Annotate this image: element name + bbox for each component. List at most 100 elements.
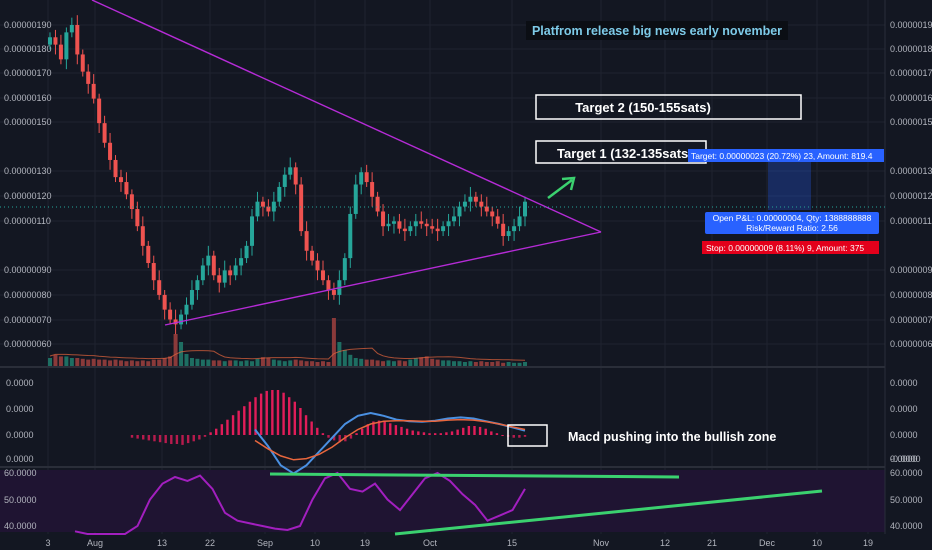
volume-bar — [102, 359, 107, 366]
volume-bar — [53, 354, 58, 366]
macd-hist-bar — [327, 435, 330, 438]
candle-body — [512, 226, 517, 232]
macd-hist-bar — [248, 401, 252, 435]
price-tick-label-left: 0.00000090 — [4, 265, 52, 275]
volume-bar — [381, 361, 386, 366]
candle-body — [326, 280, 331, 291]
price-tick-label-left: 0.00000060 — [4, 339, 52, 349]
macd-hist-bar — [288, 397, 291, 435]
macd-hist-bar — [243, 406, 246, 435]
macd-highlight-box[interactable] — [507, 424, 548, 447]
upper-trendline[interactable] — [91, 0, 602, 233]
candle-body — [239, 258, 244, 266]
signal-line — [254, 418, 526, 461]
volume-bar — [173, 334, 178, 366]
volume-bar — [310, 361, 315, 366]
price-tick-label: 0.00000190 — [890, 20, 932, 30]
target2-box[interactable] — [535, 94, 802, 120]
macd-hist-bar — [439, 433, 442, 435]
candle-body — [64, 32, 69, 60]
candle-body — [91, 83, 96, 99]
macd-hist-bar — [136, 435, 139, 439]
macd-note: Macd pushing into the bullish zone — [568, 430, 776, 444]
lower-trendline[interactable] — [164, 231, 602, 326]
rsi-resistance-line[interactable] — [269, 472, 680, 479]
volume-bar — [266, 358, 271, 366]
candle-body — [48, 37, 52, 45]
candle-body — [353, 184, 358, 214]
stop-label: Stop: 0.00000009 (8.11%) 9, Amount: 375 — [706, 243, 864, 253]
candle-body — [468, 196, 473, 202]
volume-bar — [468, 361, 473, 366]
macd-hist-bar — [422, 432, 426, 435]
rsi-support-line[interactable] — [394, 489, 823, 536]
headline-annotation[interactable]: Platfrom release big news early november — [532, 24, 782, 38]
volume-bar — [97, 359, 102, 366]
macd-hist-bar — [215, 428, 218, 435]
time-tick-label: Dec — [759, 538, 776, 548]
volume-bar — [108, 360, 113, 366]
volume-bar — [206, 359, 211, 366]
candle-body — [441, 226, 446, 232]
price-tick-label-left: 0.00000170 — [4, 68, 52, 78]
candle-body — [53, 37, 58, 45]
time-tick-label: Sep — [257, 538, 273, 548]
candle-body — [397, 221, 402, 229]
rsi-tick-label-left: 60.0000 — [4, 468, 37, 478]
volume-bar — [304, 361, 309, 366]
volume-bar — [402, 361, 407, 366]
price-tick-label: 0.00000070 — [890, 315, 932, 325]
macd-tick-label: 0.0000 — [890, 378, 918, 388]
volume-bar — [370, 359, 375, 366]
candle-body — [299, 184, 304, 232]
volume-bar — [157, 359, 162, 366]
volume-bar — [419, 357, 424, 366]
volume-bar — [512, 362, 517, 366]
volume-bar — [348, 354, 353, 366]
volume-bar — [452, 361, 457, 366]
breakout-arrow[interactable] — [547, 176, 576, 199]
candle-body — [189, 290, 194, 305]
macd-tick-label: 0.0000 — [890, 454, 918, 464]
volume-bar — [146, 361, 151, 366]
macd-hist-bar — [181, 435, 184, 445]
rsi-tick-label-left: 40.0000 — [4, 521, 37, 531]
volume-bar — [331, 318, 336, 366]
macd-hist-bar — [467, 426, 471, 435]
macd-hist-bar — [456, 429, 459, 435]
volume-bar — [391, 361, 396, 366]
rsi-tick-label: 60.0000 — [890, 468, 923, 478]
rsi-axis: 60.0000 60.0000 50.0000 50.0000 40.0000 40.00… — [4, 468, 923, 531]
open-pl-label: Open P&L: 0.00000004, Qty: 1388888888 — [713, 213, 872, 223]
volume-bar — [424, 356, 429, 366]
macd-hist-bar — [147, 435, 151, 441]
volume-bar — [64, 356, 69, 366]
price-tick-label: 0.00000080 — [890, 290, 932, 300]
macd-hist-bar — [445, 432, 448, 435]
volume-bar — [495, 361, 500, 366]
candle-body — [348, 213, 353, 259]
macd-tick-label: -0.0000 — [890, 454, 921, 464]
volume-bar — [260, 357, 265, 366]
candle-body — [266, 206, 271, 212]
volume-bar — [129, 360, 134, 366]
candle-body — [102, 123, 107, 143]
price-tick-label: 0.00000110 — [890, 216, 932, 226]
macd-hist-bar — [170, 435, 173, 444]
candle-body — [200, 265, 205, 281]
macd-hist-bar — [282, 392, 285, 435]
candle-body — [310, 250, 315, 261]
candle-body — [282, 174, 287, 187]
candle-body — [206, 255, 211, 266]
candle-body — [462, 201, 467, 207]
volume-bar — [217, 360, 222, 366]
macd-tick-label-left: 0.0000 — [6, 378, 34, 388]
macd-hist-bar — [130, 435, 134, 438]
volume-bar — [386, 360, 391, 366]
candle-body — [315, 260, 320, 271]
candle-body — [233, 265, 238, 276]
candle-body — [364, 172, 369, 183]
volume-bar — [473, 362, 478, 366]
macd-hist-bar — [360, 428, 364, 435]
